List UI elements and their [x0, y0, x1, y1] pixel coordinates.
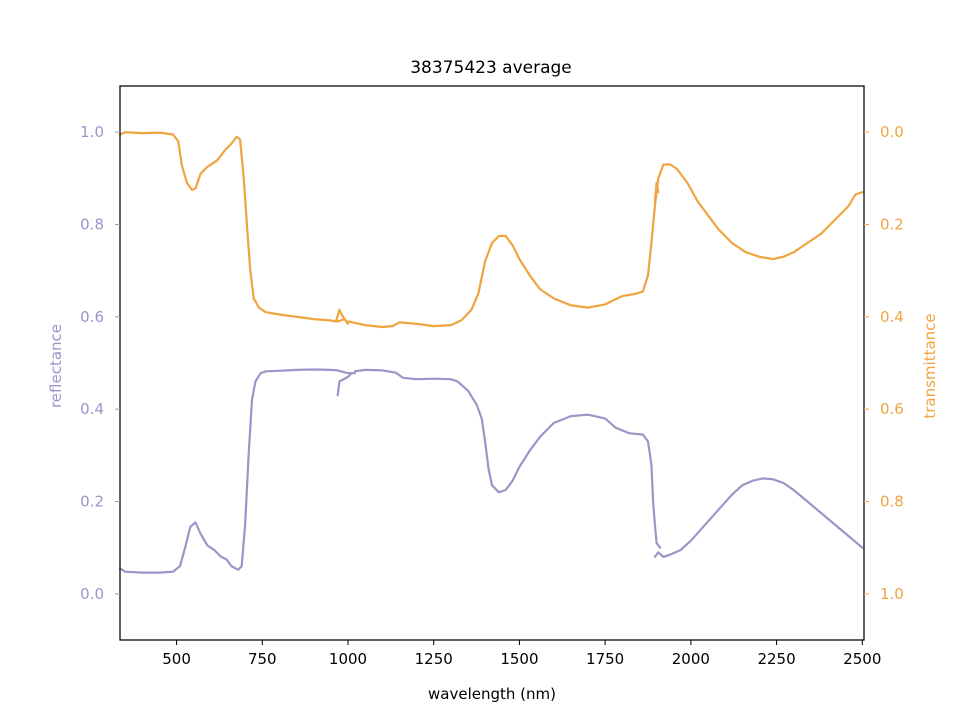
- x-axis-label: wavelength (nm): [428, 685, 556, 703]
- right-tick-label: 0.8: [880, 493, 904, 511]
- left-tick-label: 1.0: [80, 123, 104, 141]
- left-tick-label: 0.2: [80, 493, 104, 511]
- x-tick-label: 2500: [843, 650, 881, 668]
- reflectance-line-segment-0: [118, 368, 356, 574]
- right-tick-label: 0.6: [880, 400, 904, 418]
- plot-lines: [118, 131, 864, 574]
- x-axis-ticks: 500 750 1000 1250 1500 1750 2000 2250 2500: [162, 640, 881, 668]
- x-tick-label: 2250: [757, 650, 795, 668]
- plot-frame: [119, 85, 865, 641]
- transmittance-line-segment-3: [653, 181, 660, 203]
- chart-title: 38375423 average: [410, 58, 572, 78]
- right-tick-label: 0.2: [880, 216, 904, 234]
- right-axis-ticks: 0.0 0.2 0.4 0.6 0.8 1.0: [864, 123, 904, 603]
- left-axis-label: reflectance: [47, 324, 65, 408]
- left-axis-ticks: 0.0 0.2 0.4 0.6 0.8 1.0: [80, 123, 120, 603]
- right-axis-label: transmittance: [921, 313, 939, 418]
- transmittance-line-segment-2: [346, 163, 864, 329]
- x-tick-label: 1000: [329, 650, 367, 668]
- left-tick-label: 0.6: [80, 308, 104, 326]
- x-tick-label: 2000: [672, 650, 710, 668]
- left-tick-label: 0.8: [80, 216, 104, 234]
- reflectance-line-segment-1: [336, 372, 353, 397]
- x-tick-label: 1750: [586, 650, 624, 668]
- x-tick-label: 500: [162, 650, 191, 668]
- x-tick-label: 750: [248, 650, 277, 668]
- right-tick-label: 1.0: [880, 585, 904, 603]
- x-tick-label: 1250: [415, 650, 453, 668]
- left-tick-label: 0.4: [80, 400, 104, 418]
- right-tick-label: 0.0: [880, 123, 904, 141]
- reflectance-line-segment-3: [653, 477, 864, 558]
- transmittance-line-segment-0: [118, 131, 341, 323]
- x-tick-label: 1500: [500, 650, 538, 668]
- left-tick-label: 0.0: [80, 585, 104, 603]
- reflectance-line-segment-2: [353, 368, 662, 549]
- right-tick-label: 0.4: [880, 308, 904, 326]
- transmittance-line-segment-1: [336, 308, 350, 325]
